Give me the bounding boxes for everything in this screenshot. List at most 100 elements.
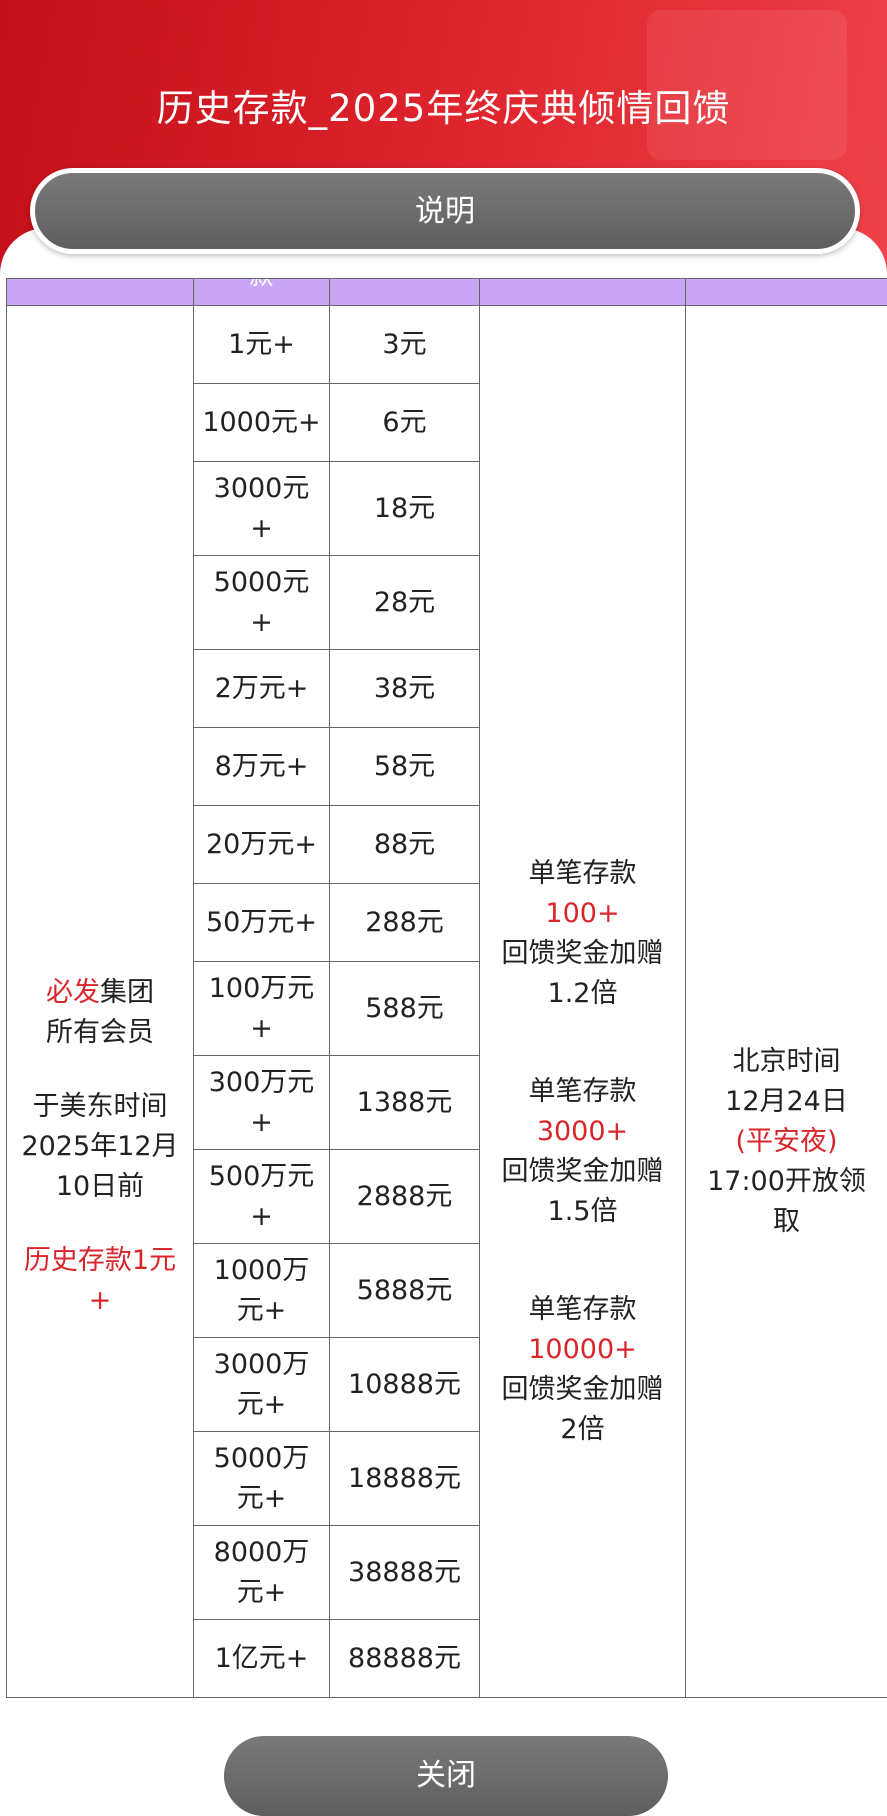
deposit-text: 5000万 <box>194 1439 329 1479</box>
bonus-cell: 288元 <box>330 884 480 962</box>
text-line: 12月24日 <box>686 1082 887 1122</box>
text-segment: 北京时间 <box>733 1046 841 1077</box>
rule-label: 单笔存款 <box>480 854 685 894</box>
bonus-cell: 18元 <box>330 462 480 556</box>
deposit-text: 500万元 <box>194 1157 329 1197</box>
text-segment: 2025年12月 <box>21 1131 178 1162</box>
deposit-text: 3000万 <box>194 1345 329 1385</box>
text-line: (平安夜) <box>686 1122 887 1162</box>
bonus-cell: 58元 <box>330 728 480 806</box>
rule-amount: 3000+ <box>480 1112 685 1152</box>
text-line: 北京时间 <box>686 1042 887 1082</box>
bonus-cell: 2888元 <box>330 1150 480 1244</box>
bonus-cell: 38888元 <box>330 1526 480 1620</box>
rule-label: 单笔存款 <box>480 1072 685 1112</box>
deposit-cell: 5000万元+ <box>194 1432 330 1526</box>
deposit-text: 元+ <box>194 1573 329 1613</box>
deposit-text: 20万元+ <box>194 825 329 865</box>
deposit-text: 100万元 <box>194 969 329 1009</box>
deposit-text: 1亿元+ <box>194 1639 329 1679</box>
reward-table: 款必发集团所有会员于美东时间2025年12月10日前历史存款1元+1元+3元单笔… <box>6 278 887 1698</box>
deposit-cell: 1亿元+ <box>194 1620 330 1698</box>
bonus-cell: 3元 <box>330 306 480 384</box>
deposit-text: 300万元 <box>194 1063 329 1103</box>
text-line: 所有会员 <box>7 1013 193 1053</box>
eligibility-paragraph: 于美东时间 2025年12月 10日前 <box>7 1087 193 1207</box>
deposit-cell: 1000元+ <box>194 384 330 462</box>
deposit-text: 8000万 <box>194 1533 329 1573</box>
explain-button[interactable]: 说明 <box>30 168 860 254</box>
bonus-cell: 38元 <box>330 650 480 728</box>
deposit-text: + <box>194 1197 329 1237</box>
deposit-cell: 50万元+ <box>194 884 330 962</box>
deposit-text: + <box>194 603 329 643</box>
bonus-cell: 18888元 <box>330 1432 480 1526</box>
deposit-cell: 1000万元+ <box>194 1244 330 1338</box>
claim-time-cell: 北京时间 12月24日 (平安夜) 17:00开放领取 <box>686 306 887 1698</box>
text-segment: (平安夜) <box>735 1126 837 1157</box>
text-line: 历史存款1元 <box>7 1241 193 1281</box>
text-line: 于美东时间 <box>7 1087 193 1127</box>
text-segment: 集团 <box>100 977 154 1008</box>
text-segment: 必发 <box>46 977 100 1008</box>
deposit-text: + <box>194 1103 329 1143</box>
text-segment: + <box>89 1285 112 1316</box>
eligibility-cell: 必发集团所有会员于美东时间 2025年12月 10日前历史存款1元 + <box>7 306 194 1698</box>
text-line: 10日前 <box>7 1167 193 1207</box>
close-button[interactable]: 关闭 <box>224 1736 668 1816</box>
text-segment: 10日前 <box>56 1171 144 1202</box>
deposit-text: 元+ <box>194 1291 329 1331</box>
deposit-cell: 20万元+ <box>194 806 330 884</box>
rule-desc: 回馈奖金加赠 <box>480 1152 685 1192</box>
header-cell <box>480 279 686 306</box>
deposit-text: + <box>194 1009 329 1049</box>
deposit-cell: 100万元+ <box>194 962 330 1056</box>
rule-desc: 回馈奖金加赠 <box>480 1370 685 1410</box>
header-cell <box>686 279 887 306</box>
text-segment: 取 <box>773 1206 800 1237</box>
deposit-text: 2万元+ <box>194 669 329 709</box>
deposit-text: 8万元+ <box>194 747 329 787</box>
deposit-text: 元+ <box>194 1385 329 1425</box>
text-line: 2025年12月 <box>7 1127 193 1167</box>
deposit-cell: 2万元+ <box>194 650 330 728</box>
header-cell: 款 <box>194 279 330 306</box>
text-segment: 历史存款1元 <box>24 1245 176 1276</box>
deposit-text: + <box>194 509 329 549</box>
rule-label: 单笔存款 <box>480 1290 685 1330</box>
text-segment: 所有会员 <box>46 1017 154 1048</box>
header-fragment: 款 <box>194 279 329 290</box>
bonus-cell: 88888元 <box>330 1620 480 1698</box>
deposit-cell: 5000元+ <box>194 556 330 650</box>
rule-amount: 10000+ <box>480 1330 685 1370</box>
eligibility-paragraph: 历史存款1元 + <box>7 1241 193 1321</box>
header-cell <box>7 279 194 306</box>
text-segment: 12月24日 <box>725 1086 848 1117</box>
bonus-cell: 10888元 <box>330 1338 480 1432</box>
bonus-cell: 5888元 <box>330 1244 480 1338</box>
deposit-cell: 1元+ <box>194 306 330 384</box>
page-title: 历史存款_2025年终庆典倾情回馈 <box>0 78 887 132</box>
deposit-cell: 3000万元+ <box>194 1338 330 1432</box>
header-cell <box>330 279 480 306</box>
bonus-cell: 6元 <box>330 384 480 462</box>
deposit-text: 50万元+ <box>194 903 329 943</box>
deposit-text: 1000元+ <box>194 403 329 443</box>
text-line: 17:00开放领 <box>686 1162 887 1202</box>
bonus-cell: 28元 <box>330 556 480 650</box>
rule-multiplier: 1.2倍 <box>480 974 685 1014</box>
text-segment: 于美东时间 <box>33 1091 168 1122</box>
deposit-cell: 500万元+ <box>194 1150 330 1244</box>
deposit-cell: 300万元+ <box>194 1056 330 1150</box>
deposit-text: 5000元 <box>194 563 329 603</box>
deposit-text: 1000万 <box>194 1251 329 1291</box>
eligibility-paragraph: 必发集团所有会员 <box>7 973 193 1053</box>
deposit-cell: 8万元+ <box>194 728 330 806</box>
rule-multiplier: 1.5倍 <box>480 1192 685 1232</box>
deposit-text: 1元+ <box>194 325 329 365</box>
